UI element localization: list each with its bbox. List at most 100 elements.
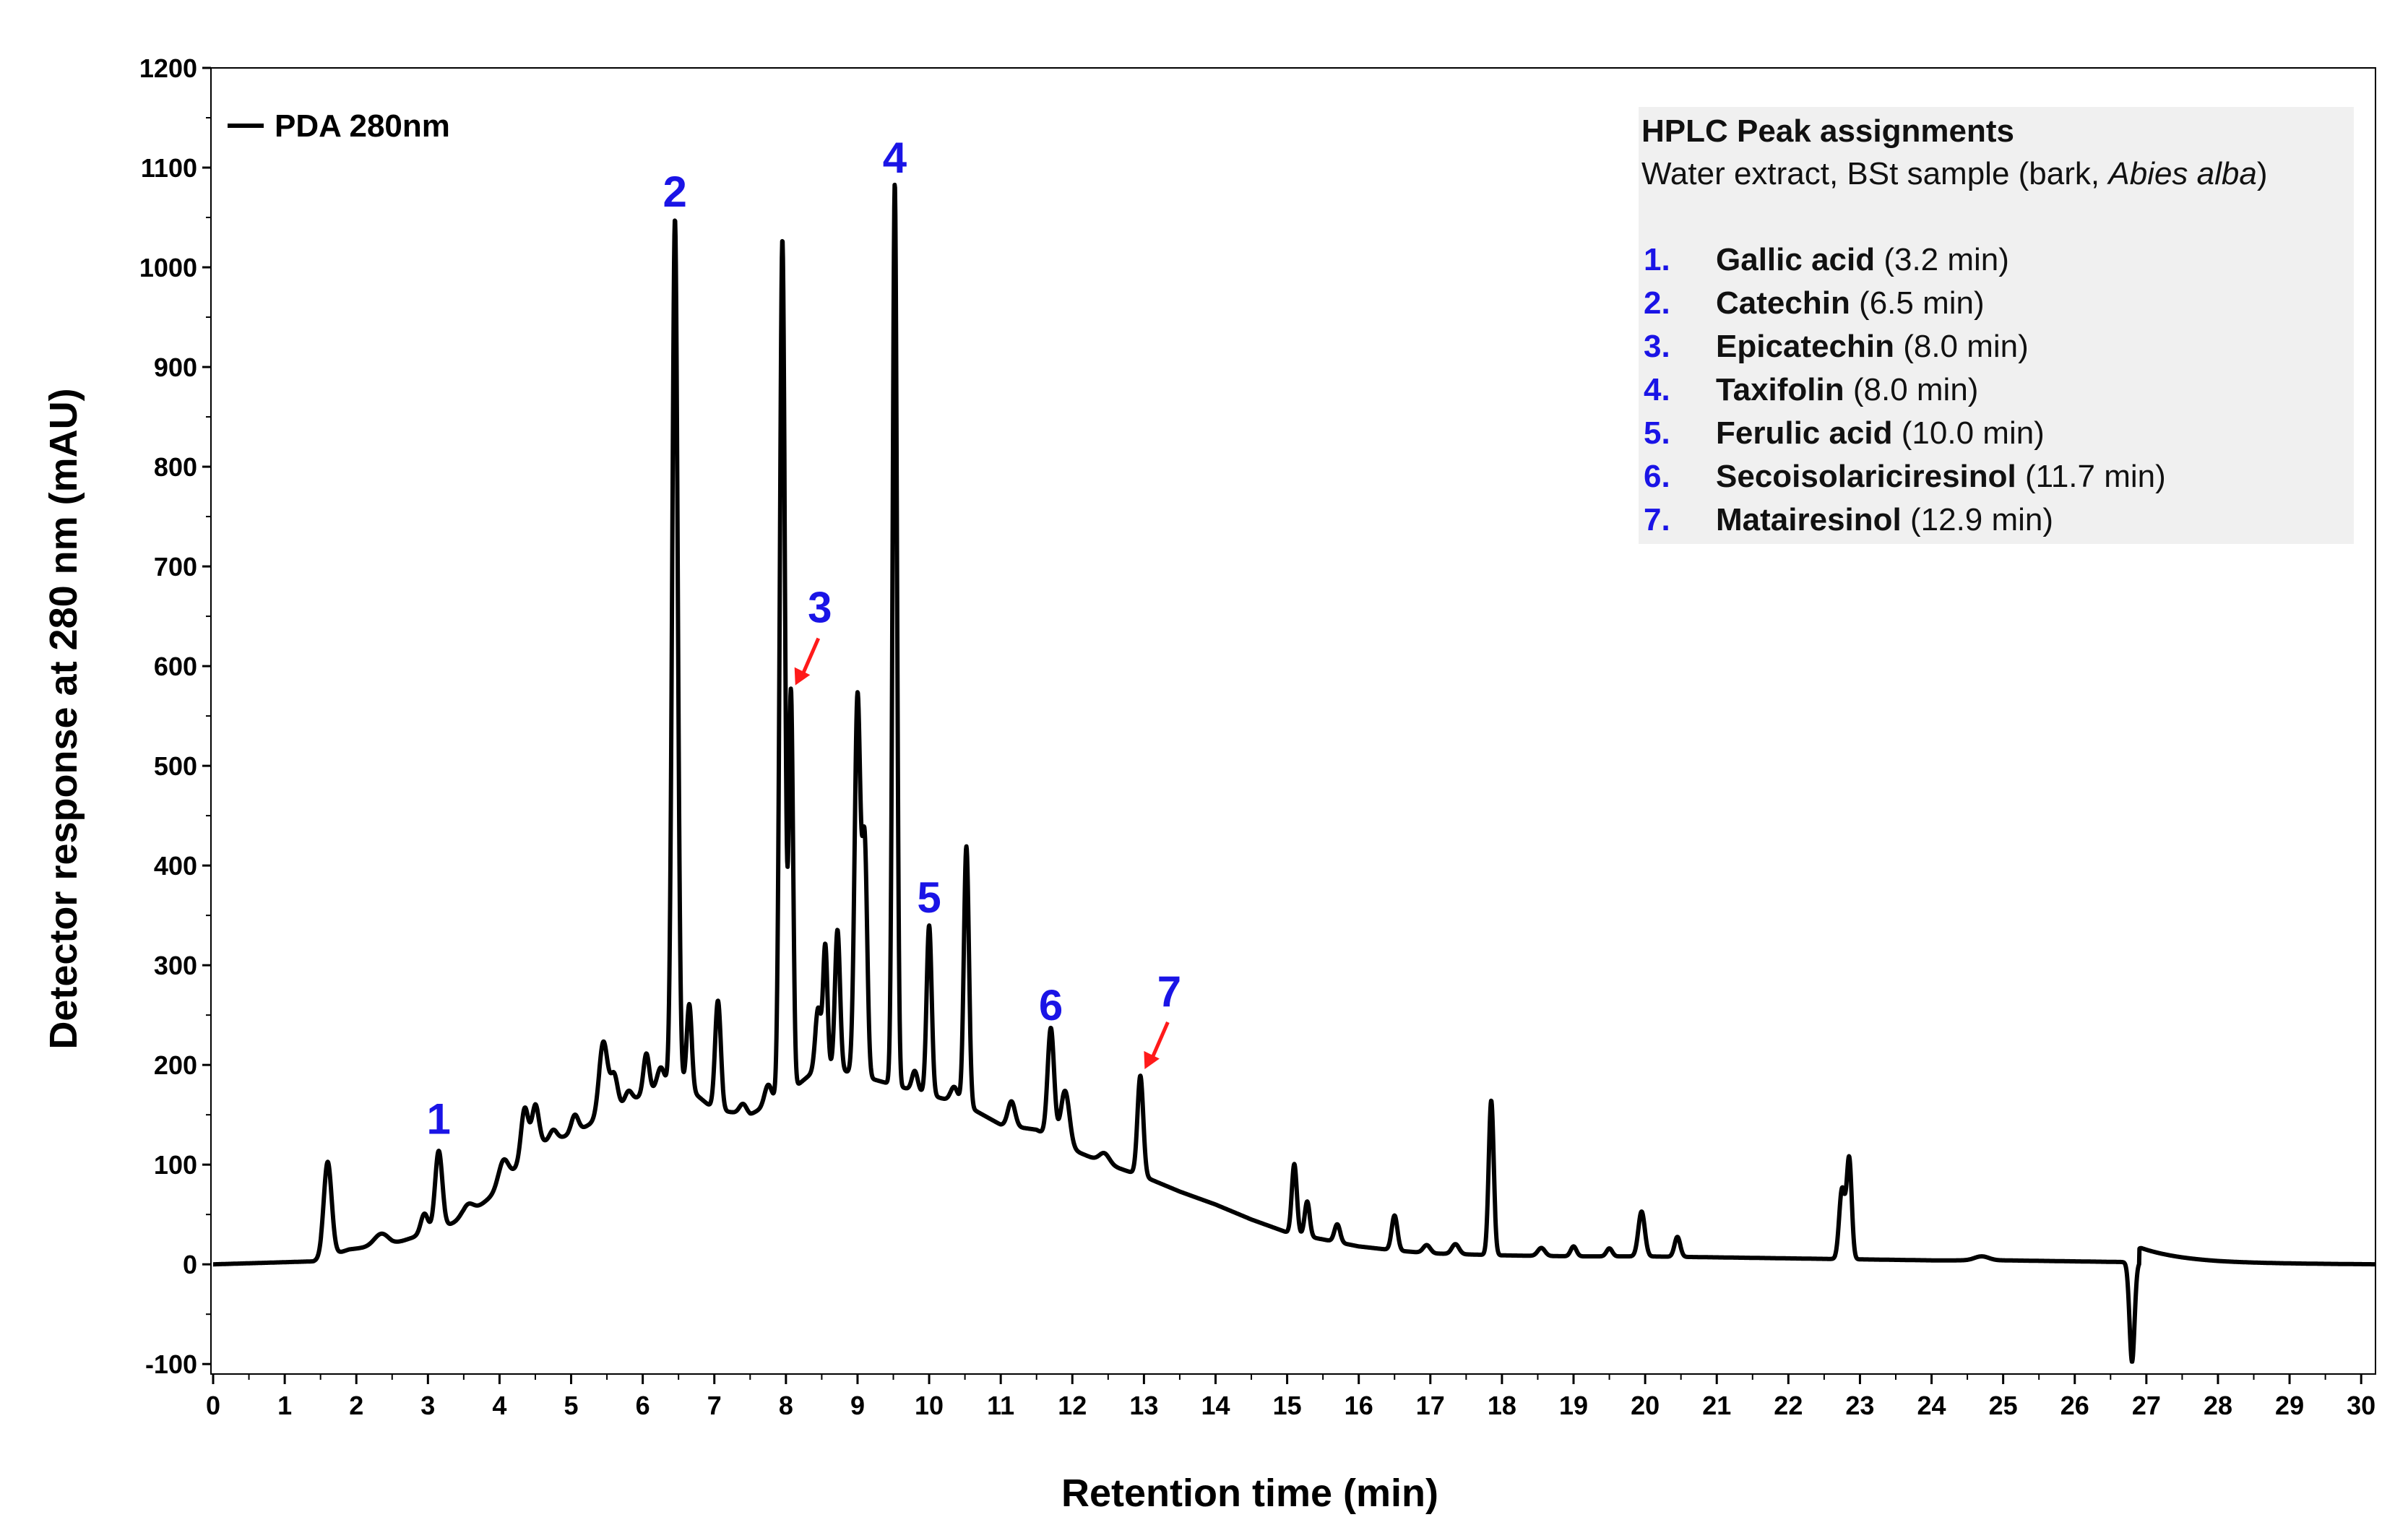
x-tick-label: 11 [987,1391,1014,1420]
compound-name: Taxifolin [1716,372,1844,407]
y-tick-label: 700 [154,552,197,582]
peak-assignments-box: HPLC Peak assignments Water extract, BSt… [1639,107,2354,544]
peak-assignment-number: 5. [1644,415,1670,451]
peak-assignment-entry: Taxifolin (8.0 min) [1716,372,1978,407]
retention-time: (3.2 min) [1875,242,2009,277]
peak-assignments-title: HPLC Peak assignments [1641,113,2014,149]
retention-time: (12.9 min) [1902,502,2053,537]
legend: PDA 280nm [228,108,450,144]
compound-name: Ferulic acid [1716,415,1893,451]
y-tick-label: 300 [154,951,197,980]
x-tick-label: 27 [2132,1391,2161,1420]
x-tick-label: 28 [2204,1391,2232,1420]
x-tick-label: 6 [636,1391,650,1420]
x-tick-label: 26 [2060,1391,2089,1420]
peak-label-2: 2 [663,168,687,216]
x-tick-label: 20 [1631,1391,1660,1420]
x-axis-title: Retention time (min) [1061,1472,1438,1515]
y-axis-title: Detector response at 280 nm (mAU) [42,388,85,1049]
retention-time: (8.0 min) [1894,329,2029,364]
compound-name: Gallic acid [1716,242,1875,277]
compound-name: Catechin [1716,285,1850,321]
x-tick-label: 7 [707,1391,722,1420]
peak-assignments-box-bg [1639,107,2354,544]
subtitle-part-3: ) [2257,156,2268,191]
x-tick-label: 8 [779,1391,793,1420]
legend-label-pda: PDA 280nm [275,108,450,144]
peak-assignment-entry: Ferulic acid (10.0 min) [1716,415,2045,451]
peak-assignment-number: 4. [1644,372,1670,407]
peak-label-5: 5 [917,873,941,922]
x-tick-label: 1 [277,1391,292,1420]
chromatogram-trace-pda-280nm [211,182,2378,1364]
peak-label-4: 4 [883,134,907,182]
peak-label-6: 6 [1039,981,1063,1029]
retention-time: (10.0 min) [1893,415,2045,451]
peak-assignment-number: 2. [1644,285,1670,321]
peak-assignment-entry: Matairesinol (12.9 min) [1716,502,2053,537]
x-tick-label: 19 [1559,1391,1588,1420]
peak-labels: 1 2 3 4 5 6 7 [426,134,1181,1143]
x-tick-label: 12 [1058,1391,1087,1420]
y-tick-label: 900 [154,353,197,382]
x-tick-label: 0 [206,1391,220,1420]
y-tick-label: 800 [154,452,197,482]
plot-frame [210,67,2376,1375]
peak-label-1: 1 [426,1094,450,1143]
subtitle-part-1: Water extract, BSt sample (bark, [1641,156,2108,191]
peak-assignment-entry: Secoisolariciresinol (11.7 min) [1716,459,2166,494]
y-tick-label: 200 [154,1050,197,1080]
peak-label-7: 7 [1157,967,1181,1016]
y-tick-label: 0 [183,1250,197,1279]
compound-name: Epicatechin [1716,329,1894,364]
peak-assignment-number: 7. [1644,502,1670,537]
x-tick-label: 21 [1702,1391,1731,1420]
x-tick-label: 9 [850,1391,865,1420]
y-tick-label: 600 [154,652,197,681]
x-tick-label: 18 [1488,1391,1516,1420]
y-tick-label: 100 [154,1150,197,1180]
retention-time: (11.7 min) [2016,459,2166,494]
peak-assignment-number: 1. [1644,242,1670,277]
y-tick-label: -100 [145,1349,197,1379]
y-tick-label: 500 [154,751,197,781]
retention-time: (8.0 min) [1844,372,1979,407]
x-tick-label: 16 [1345,1391,1373,1420]
x-tick-label: 15 [1273,1391,1302,1420]
compound-name: Secoisolariciresinol [1716,459,2016,494]
x-tick-label: 5 [564,1391,579,1420]
peak-assignments-subtitle: Water extract, BSt sample (bark, Abies a… [1641,156,2267,191]
y-tick-label: 1100 [141,153,197,183]
peak-label-3: 3 [808,584,832,632]
y-tick-label: 1000 [139,253,197,282]
x-tick-label: 3 [420,1391,435,1420]
peak-arrow-3 [799,637,821,679]
peak-assignments-list: 1. Gallic acid (3.2 min) 2. Catechin (6.5 m… [1644,242,2166,537]
peak-arrow-7 [1149,1021,1170,1063]
y-tick-label: 400 [154,851,197,881]
x-axis: 0 1 2 3 4 5 6 7 8 9 10 11 12 13 14 15 16 17 18 19 20 21 22 23 24… [206,1374,2375,1420]
x-tick-label: 22 [1774,1391,1803,1420]
x-tick-label: 25 [1989,1391,2018,1420]
subtitle-species: Abies alba [2106,156,2256,191]
peak-arrowhead-7 [1144,1050,1160,1069]
peak-assignment-entry: Epicatechin (8.0 min) [1716,329,2029,364]
y-tick-label: 1200 [139,53,197,83]
x-tick-label: 29 [2275,1391,2304,1420]
peak-assignment-number: 6. [1644,459,1670,494]
x-tick-label: 24 [1917,1391,1946,1420]
peak-arrowhead-3 [794,667,811,686]
peak-assignment-entry: Catechin (6.5 min) [1716,285,1985,321]
x-tick-label: 2 [349,1391,363,1420]
compound-name: Matairesinol [1716,502,1902,537]
peak-assignment-entry: Gallic acid (3.2 min) [1716,242,2009,277]
peak-assignment-number: 3. [1644,329,1670,364]
x-tick-label: 10 [915,1391,944,1420]
x-tick-label: 4 [492,1391,506,1420]
x-tick-label: 30 [2347,1391,2375,1420]
x-tick-label: 14 [1201,1391,1230,1420]
x-tick-label: 23 [1845,1391,1874,1420]
x-tick-label: 13 [1129,1391,1158,1420]
y-axis: -100 0 100 200 300 400 500 600 700 800 900 1000 1100… [139,53,211,1379]
